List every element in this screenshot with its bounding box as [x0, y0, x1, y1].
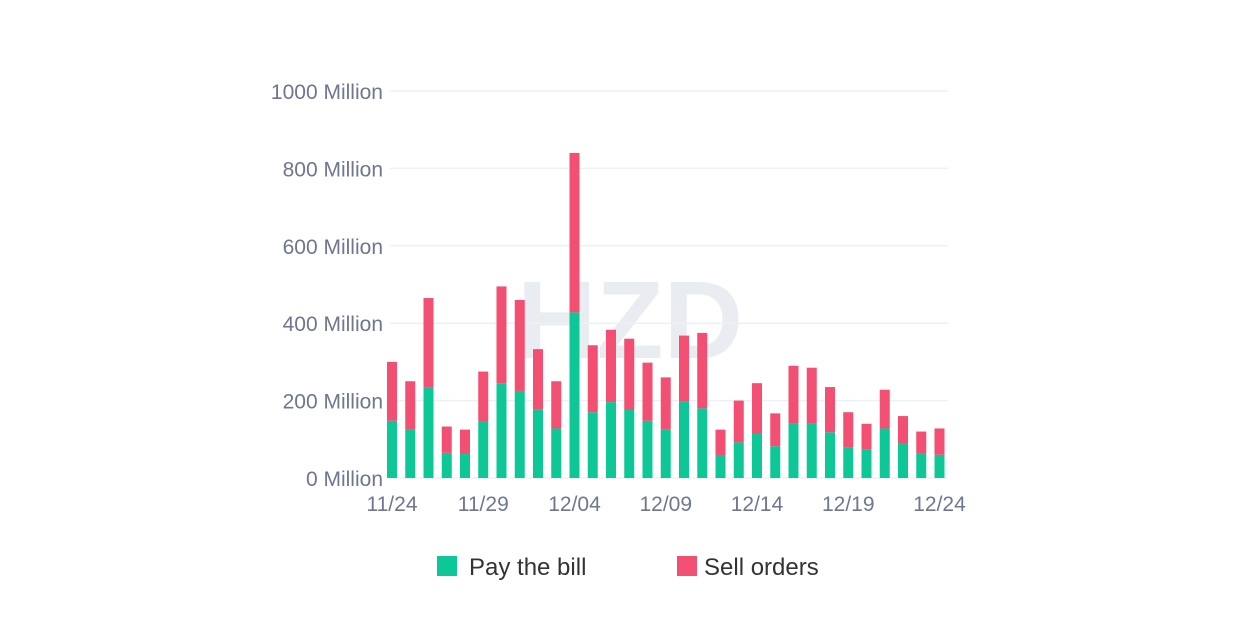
bar-pay-the-bill	[679, 401, 689, 478]
bar-sell-orders	[697, 332, 708, 409]
x-tick-label: 12/09	[639, 493, 692, 516]
bar-pay-the-bill	[788, 423, 799, 478]
bar-pay-the-bill	[624, 409, 635, 478]
bar-pay-the-bill	[733, 442, 744, 478]
bar-sell-orders	[606, 329, 616, 403]
bar-pay-the-bill	[770, 446, 781, 478]
bar-pay-the-bill	[879, 428, 890, 478]
bar-pay-the-bill	[387, 420, 397, 478]
legend-label: Pay the bill	[469, 554, 586, 581]
y-tick-label: 800 Million	[283, 158, 383, 181]
y-tick-label: 600 Million	[283, 236, 383, 259]
bar-pay-the-bill	[569, 312, 580, 478]
bar-pay-the-bill	[441, 452, 452, 478]
bar-sell-orders	[806, 367, 817, 424]
bar-sell-orders	[624, 338, 635, 410]
bar-sell-orders	[514, 299, 525, 391]
legend: Pay the bill Sell orders	[437, 554, 819, 581]
bar-sell-orders	[496, 286, 507, 384]
bar-pay-the-bill	[752, 433, 762, 478]
bar-sell-orders	[916, 431, 927, 454]
x-tick-label: 11/24	[367, 493, 418, 516]
bar-sell-orders	[715, 429, 726, 456]
bar-sell-orders	[788, 365, 799, 424]
bar-pay-the-bill	[660, 429, 671, 478]
bars	[387, 152, 945, 478]
bar-sell-orders	[533, 349, 543, 410]
bar-pay-the-bill	[715, 455, 726, 478]
bar-pay-the-bill	[898, 443, 908, 478]
bar-pay-the-bill	[423, 387, 434, 478]
bar-sell-orders	[843, 412, 854, 448]
bar-sell-orders	[551, 381, 562, 429]
x-tick-label: 12/24	[913, 493, 966, 516]
x-tick-label: 11/29	[458, 493, 509, 516]
legend-swatch	[677, 556, 697, 576]
y-axis-ticks: 0 Million 200 Million 400 Million 600 Milli…	[271, 81, 383, 491]
bar-sell-orders	[660, 377, 671, 430]
x-tick-label: 12/14	[731, 493, 784, 516]
bar-sell-orders	[861, 423, 872, 450]
bar-sell-orders	[879, 389, 890, 429]
bar-pay-the-bill	[697, 408, 708, 478]
bar-sell-orders	[679, 335, 689, 402]
y-tick-label: 1000 Million	[271, 81, 383, 104]
bar-pay-the-bill	[478, 421, 489, 478]
bar-pay-the-bill	[934, 454, 945, 478]
bar-sell-orders	[405, 381, 416, 430]
bar-pay-the-bill	[460, 454, 470, 478]
bar-pay-the-bill	[551, 428, 562, 478]
bar-sell-orders	[825, 387, 835, 433]
bar-pay-the-bill	[514, 390, 525, 478]
x-axis-ticks: 11/24 11/29 12/04 12/09 12/14 12/19 12/24	[367, 493, 967, 516]
bar-pay-the-bill	[825, 432, 835, 478]
bar-pay-the-bill	[843, 447, 854, 478]
y-tick-label: 0 Million	[306, 468, 383, 491]
x-tick-label: 12/19	[822, 493, 875, 516]
bar-pay-the-bill	[806, 423, 817, 478]
bar-sell-orders	[587, 345, 598, 413]
bar-pay-the-bill	[533, 409, 543, 478]
bar-pay-the-bill	[587, 412, 598, 478]
bar-pay-the-bill	[916, 453, 927, 478]
bar-pay-the-bill	[405, 429, 416, 478]
bar-sell-orders	[642, 362, 653, 421]
bar-sell-orders	[460, 429, 470, 455]
y-tick-label: 200 Million	[283, 391, 383, 414]
bar-pay-the-bill	[642, 420, 653, 478]
bar-sell-orders	[441, 426, 452, 453]
y-tick-label: 400 Million	[283, 313, 383, 336]
legend-swatch	[437, 556, 457, 576]
bar-sell-orders	[478, 371, 489, 422]
bar-sell-orders	[752, 383, 762, 434]
bar-sell-orders	[387, 361, 397, 421]
bar-pay-the-bill	[861, 449, 872, 478]
bar-pay-the-bill	[606, 402, 616, 478]
bar-sell-orders	[898, 416, 908, 444]
x-tick-label: 12/04	[548, 493, 601, 516]
bar-pay-the-bill	[496, 383, 507, 478]
bar-sell-orders	[733, 400, 744, 443]
bar-sell-orders	[770, 413, 781, 447]
bar-sell-orders	[423, 298, 434, 388]
legend-label: Sell orders	[704, 554, 819, 581]
bar-sell-orders	[569, 152, 580, 313]
bar-sell-orders	[934, 428, 945, 455]
